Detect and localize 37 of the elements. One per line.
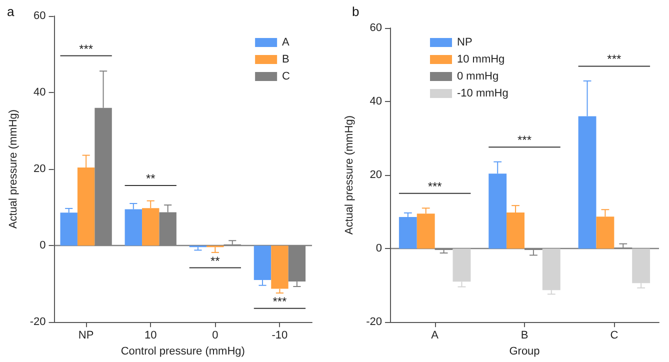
x-tick-label: -10 — [272, 330, 288, 342]
legend-label: 10 mmHg — [457, 54, 505, 66]
y-tick-label: 60 — [370, 22, 382, 34]
y-axis-title: Actual pressure (mmHg) — [8, 109, 20, 229]
y-tick-label: 40 — [34, 86, 46, 99]
annotation: ** — [146, 172, 156, 186]
annotation: ** — [210, 254, 220, 268]
y-tick-label: -20 — [366, 316, 382, 328]
y-tick-label: 0 — [376, 242, 382, 255]
x-axis-title: Group — [509, 346, 540, 358]
y-tick-label: 40 — [370, 96, 382, 108]
annotation: *** — [428, 179, 442, 194]
y-tick-label: -20 — [30, 316, 46, 328]
legend-label: B — [282, 54, 290, 66]
legend-label: NP — [457, 36, 472, 48]
y-tick-label: 60 — [34, 10, 46, 22]
y-tick-label: 0 — [40, 240, 46, 252]
y-tick-label: 20 — [370, 169, 382, 182]
x-tick-label: NP — [78, 330, 94, 342]
legend-label: A — [282, 36, 290, 48]
annotation: *** — [607, 52, 622, 66]
x-tick-label: C — [610, 330, 618, 342]
legend-label: 0 mmHg — [457, 70, 499, 82]
x-tick-label: B — [520, 330, 528, 342]
x-axis-title: Control pressure (mmHg) — [120, 346, 245, 358]
x-tick-label: 10 — [144, 330, 157, 342]
annotation: *** — [79, 42, 94, 56]
annotation: *** — [272, 294, 288, 308]
chart-title: b — [352, 4, 360, 19]
x-tick-label: A — [431, 330, 440, 342]
annotation: *** — [517, 133, 532, 148]
y-axis-title: Actual pressure (mmHg) — [344, 115, 356, 235]
y-tick-label: 20 — [34, 163, 46, 176]
legend-label: C — [282, 70, 290, 82]
legend-label: -10 mmHg — [457, 88, 508, 100]
x-tick-label: 0 — [212, 330, 218, 342]
chart-title: a — [7, 4, 15, 19]
